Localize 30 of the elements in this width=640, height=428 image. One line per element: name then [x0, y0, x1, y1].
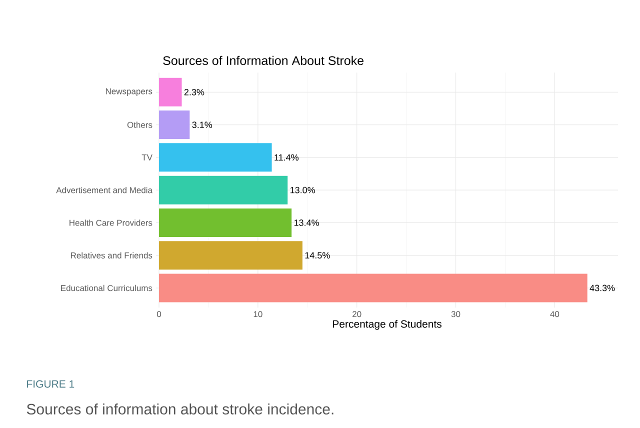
x-tick-label: 10 — [254, 311, 262, 318]
data-label: 2.3% — [184, 88, 204, 96]
y-tick-label: TV — [142, 154, 152, 160]
x-tick-label: 30 — [451, 311, 460, 318]
caption: FIGURE 1 — [27, 380, 74, 388]
y-tick-label: Health Care Providers — [70, 220, 152, 226]
bar — [159, 241, 302, 270]
bar — [159, 274, 588, 302]
x-tick-label: 40 — [550, 311, 560, 318]
data-label: 14.5% — [305, 252, 330, 259]
bar — [159, 110, 190, 140]
bar — [159, 176, 288, 204]
bar — [159, 78, 182, 106]
y-tick-label: Newspapers — [106, 88, 152, 96]
y-tick-label: Advertisement and Media — [56, 186, 152, 194]
chart-title: Sources of Information About Stroke — [163, 56, 364, 66]
data-label: 11.4% — [274, 154, 299, 161]
data-label: 13.4% — [294, 220, 319, 226]
bar — [159, 143, 272, 172]
x-tick-label: 0 — [156, 311, 162, 318]
data-label: 3.1% — [192, 122, 212, 128]
y-tick-label: Relatives and Friends — [70, 252, 152, 258]
bar — [159, 208, 292, 237]
x-axis-title: Percentage of Students — [333, 320, 442, 330]
y-tick-label: Educational Curriculums — [61, 284, 152, 292]
source-note: Sources of information about stroke incidence. — [26, 403, 334, 414]
x-tick-label: 20 — [352, 311, 362, 318]
y-tick-label: Others — [127, 122, 152, 128]
data-label: 43.3% — [590, 284, 615, 292]
data-label: 13.0% — [290, 186, 316, 194]
